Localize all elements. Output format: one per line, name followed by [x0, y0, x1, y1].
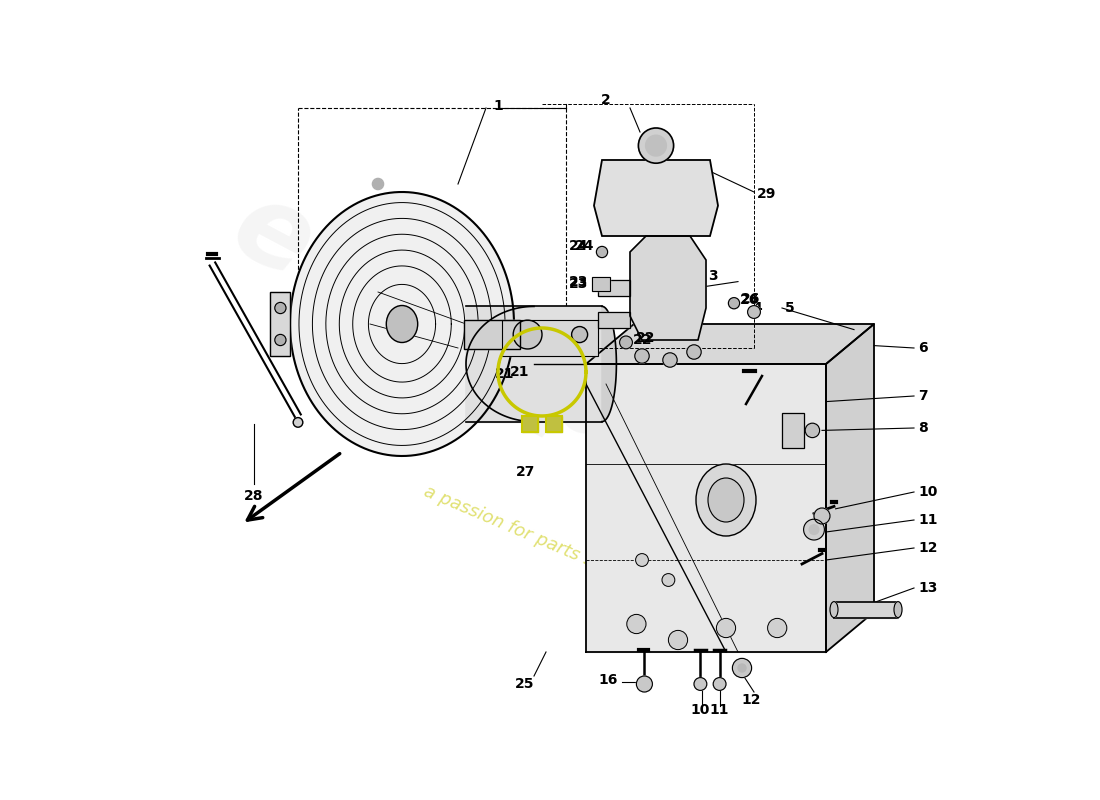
Text: 6: 6 [918, 341, 927, 355]
Text: 24: 24 [569, 239, 589, 254]
Circle shape [733, 658, 751, 678]
Text: 11: 11 [918, 513, 937, 527]
Text: eurospares: eurospares [214, 172, 886, 596]
Text: 12: 12 [918, 541, 937, 555]
Polygon shape [290, 192, 514, 456]
Bar [502, 320, 598, 356]
Text: 10: 10 [691, 703, 711, 718]
Bar [546, 416, 562, 432]
Circle shape [514, 320, 542, 349]
Text: 26: 26 [740, 292, 760, 306]
Circle shape [275, 334, 286, 346]
Bar [270, 292, 290, 356]
Text: 2: 2 [601, 93, 610, 107]
Polygon shape [586, 364, 826, 652]
Text: 21: 21 [510, 365, 529, 379]
Polygon shape [826, 324, 875, 652]
Circle shape [728, 298, 739, 309]
Text: 29: 29 [757, 186, 776, 201]
Circle shape [619, 336, 632, 349]
Text: 7: 7 [918, 389, 927, 403]
Text: 21: 21 [495, 366, 514, 381]
Bar [522, 416, 538, 432]
Text: 27: 27 [516, 465, 536, 479]
Text: 1: 1 [493, 98, 503, 113]
Polygon shape [630, 236, 706, 340]
Polygon shape [594, 160, 718, 236]
Bar [463, 320, 519, 349]
Text: 10: 10 [918, 485, 937, 499]
Text: 11: 11 [710, 703, 728, 718]
Circle shape [713, 678, 726, 690]
Text: 4: 4 [752, 301, 762, 315]
Circle shape [635, 349, 649, 363]
Circle shape [738, 664, 746, 672]
Circle shape [810, 525, 818, 534]
Bar [522, 416, 538, 432]
Ellipse shape [894, 602, 902, 618]
Bar [270, 292, 290, 356]
Text: 22: 22 [632, 333, 652, 347]
Polygon shape [466, 306, 534, 422]
Text: 22: 22 [636, 331, 656, 346]
Text: 28: 28 [244, 489, 264, 503]
Bar [782, 413, 804, 448]
Circle shape [294, 418, 302, 427]
Ellipse shape [708, 478, 744, 522]
Text: 16: 16 [598, 673, 618, 687]
Bar [593, 277, 611, 291]
Polygon shape [602, 306, 616, 422]
Text: 23: 23 [569, 274, 589, 289]
Text: 3: 3 [708, 269, 718, 283]
Polygon shape [834, 602, 898, 618]
Text: 24: 24 [574, 239, 594, 254]
Circle shape [637, 676, 652, 692]
Circle shape [716, 618, 736, 638]
Bar [502, 320, 598, 356]
Circle shape [694, 678, 707, 690]
Ellipse shape [830, 602, 838, 618]
Circle shape [662, 574, 674, 586]
Text: 12: 12 [741, 693, 761, 707]
Circle shape [646, 135, 667, 156]
Circle shape [748, 306, 760, 318]
Text: 23: 23 [569, 277, 589, 291]
Ellipse shape [696, 464, 756, 536]
Circle shape [636, 554, 648, 566]
Bar [593, 277, 611, 291]
Circle shape [805, 423, 820, 438]
Bar [463, 320, 519, 349]
Circle shape [669, 630, 688, 650]
Polygon shape [598, 312, 630, 328]
Text: 8: 8 [918, 421, 927, 435]
Circle shape [627, 614, 646, 634]
Ellipse shape [386, 306, 418, 342]
Text: 5: 5 [784, 301, 794, 315]
Bar [546, 416, 562, 432]
Circle shape [638, 128, 673, 163]
Polygon shape [598, 280, 630, 296]
Circle shape [686, 345, 701, 359]
Text: a passion for parts since 1985: a passion for parts since 1985 [421, 482, 679, 606]
Bar [782, 413, 804, 448]
Circle shape [663, 353, 678, 367]
Circle shape [373, 178, 384, 190]
Text: 25: 25 [515, 677, 535, 691]
Circle shape [768, 618, 786, 638]
Text: 26: 26 [739, 293, 759, 307]
Circle shape [572, 326, 587, 342]
Circle shape [804, 519, 824, 540]
Polygon shape [466, 306, 602, 422]
Text: 13: 13 [918, 581, 937, 595]
Circle shape [596, 246, 607, 258]
Polygon shape [586, 324, 874, 364]
Circle shape [275, 302, 286, 314]
Circle shape [814, 508, 830, 524]
